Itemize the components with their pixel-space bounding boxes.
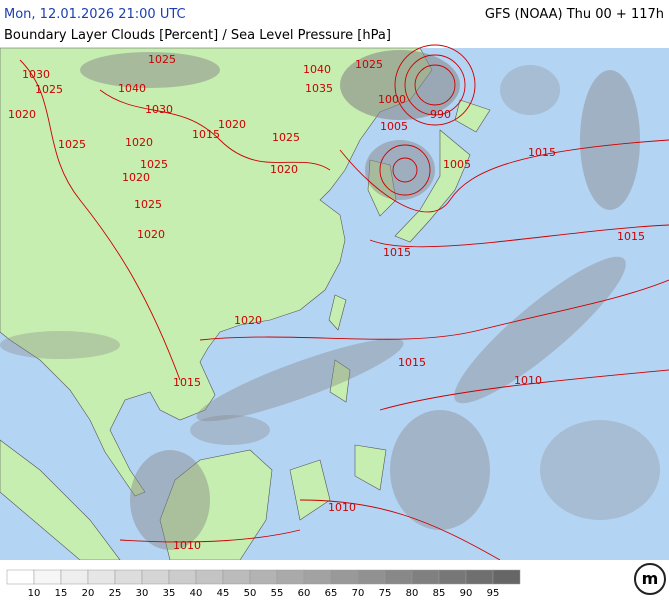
legend-swatch	[168, 569, 197, 585]
legend-label: 65	[325, 588, 338, 599]
isobar-label: 1025	[272, 131, 300, 144]
isobar-label: 1025	[355, 58, 383, 71]
legend-swatch	[141, 569, 170, 585]
isobar-label: 1030	[22, 68, 50, 81]
isobar-label: 1005	[443, 158, 471, 171]
legend-label: 80	[406, 588, 419, 599]
legend-swatch	[465, 569, 494, 585]
isobar-label: 1040	[303, 63, 331, 76]
legend-label: 50	[244, 588, 257, 599]
isobar-label: 1025	[35, 83, 63, 96]
legend-swatch	[114, 569, 143, 585]
legend-label: 55	[271, 588, 284, 599]
legend-label: 15	[55, 588, 68, 599]
legend-label: 70	[352, 588, 365, 599]
isobar-label: 1035	[305, 82, 333, 95]
isobar-label: 1020	[8, 108, 36, 121]
legend-swatch	[249, 569, 278, 585]
legend-label: 45	[217, 588, 230, 599]
isobar-label: 1015	[398, 356, 426, 369]
legend-swatch	[492, 569, 521, 585]
isobar-label: 1020	[137, 228, 165, 241]
isobar-label: 1020	[122, 171, 150, 184]
legend-label: 25	[109, 588, 122, 599]
isobar-label: 1005	[380, 120, 408, 133]
model-run: GFS (NOAA) Thu 00 + 117h	[485, 7, 664, 22]
legend-swatch	[330, 569, 359, 585]
legend-label: 10	[28, 588, 41, 599]
datetime: Mon, 12.01.2026 21:00 UTC	[4, 7, 186, 22]
isobar-label: 1025	[148, 53, 176, 66]
legend-swatch	[438, 569, 467, 585]
isobar-label: 1010	[328, 501, 356, 514]
logo	[634, 563, 666, 595]
isobar-label: 1020	[270, 163, 298, 176]
legend-label: 85	[433, 588, 446, 599]
legend-swatch	[276, 569, 305, 585]
legend-label: 35	[163, 588, 176, 599]
isobar-label: 1000	[378, 93, 406, 106]
isobar-label: 990	[430, 108, 451, 121]
isobar-label: 1020	[218, 118, 246, 131]
legend-label: 75	[379, 588, 392, 599]
legend-swatch	[411, 569, 440, 585]
isobar-label: 1020	[234, 314, 262, 327]
isobar-label: 1025	[58, 138, 86, 151]
legend-label: 60	[298, 588, 311, 599]
isobar-label: 1020	[125, 136, 153, 149]
isobar-label: 1015	[192, 128, 220, 141]
land	[0, 47, 491, 561]
isobar-label: 1025	[134, 198, 162, 211]
isobar-label: 1015	[528, 146, 556, 159]
legend-swatch	[87, 569, 116, 585]
legend-swatch	[195, 569, 224, 585]
isobars	[19, 44, 669, 561]
isobar-label: 1030	[145, 103, 173, 116]
legend-label: 40	[190, 588, 203, 599]
legend-label: 90	[460, 588, 473, 599]
legend-swatch	[33, 569, 62, 585]
isobar-label: 1015	[173, 376, 201, 389]
clouds	[0, 50, 660, 550]
logo-text: m	[642, 569, 659, 588]
legend-label: 95	[487, 588, 500, 599]
isobar-label: 1025	[140, 158, 168, 171]
legend-swatch	[303, 569, 332, 585]
legend-swatch	[357, 569, 386, 585]
isobar-label: 1010	[514, 374, 542, 387]
legend-swatch	[384, 569, 413, 585]
isobar-label: 1015	[617, 230, 645, 243]
isobar-label: 1015	[383, 246, 411, 259]
legend-label: 20	[82, 588, 95, 599]
legend-swatch	[6, 569, 35, 585]
isobar-label: 1040	[118, 82, 146, 95]
subtitle: Boundary Layer Clouds [Percent] / Sea Le…	[4, 28, 391, 43]
legend: 10 15 20 25 30 35 40 45 50 55 60 65 70 75 80 85 90 95	[6, 569, 521, 599]
legend-swatch	[222, 569, 251, 585]
isobar-label: 1010	[173, 539, 201, 552]
legend-label: 30	[136, 588, 149, 599]
legend-swatch	[60, 569, 89, 585]
